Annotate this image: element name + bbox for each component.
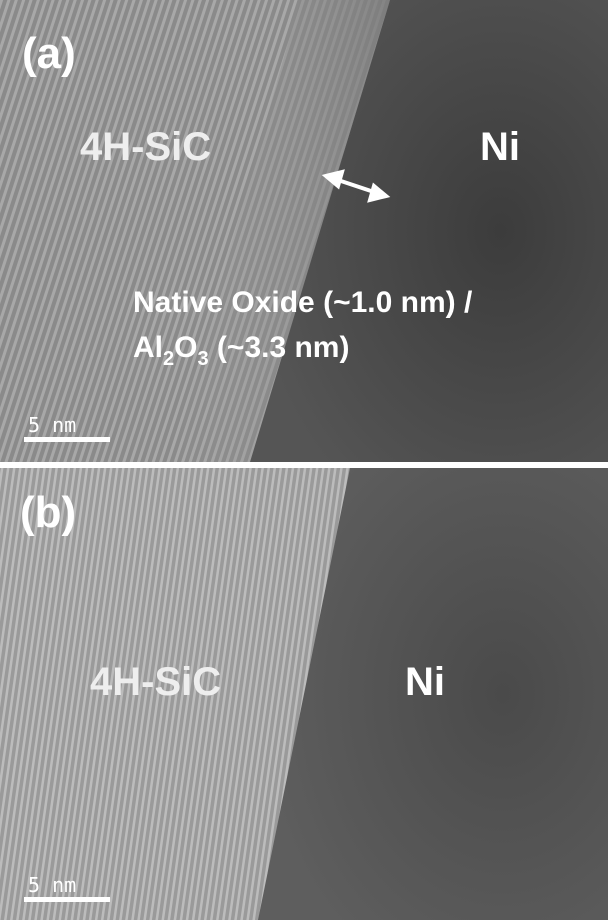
- region-label: 4H-SiC: [90, 660, 221, 704]
- scale-bar-label: 5 nm: [28, 873, 76, 897]
- panel-label: (a): [22, 29, 76, 78]
- region-label: Ni: [405, 660, 445, 704]
- annotation-part: Al: [133, 331, 163, 364]
- subscript: 2: [163, 348, 174, 370]
- tem-figure: (a) 4H-SiC Ni Native Oxide (~1.0 nm) / A…: [0, 0, 608, 920]
- annotation-part: (~3.3 nm): [209, 331, 350, 364]
- panel-label: (b): [20, 488, 76, 537]
- scale-bar: [24, 437, 110, 442]
- subscript: 3: [197, 348, 208, 370]
- scale-bar: [24, 897, 110, 902]
- panel-b: (b) 4H-SiC Ni 5 nm: [0, 468, 608, 920]
- annotation: Native Oxide (~1.0 nm) /: [133, 286, 473, 319]
- region-label: Ni: [480, 125, 520, 169]
- annotation-part: O: [174, 331, 197, 364]
- region-label: 4H-SiC: [80, 125, 211, 169]
- panel-a: (a) 4H-SiC Ni Native Oxide (~1.0 nm) / A…: [0, 0, 608, 462]
- scale-bar-label: 5 nm: [28, 413, 76, 437]
